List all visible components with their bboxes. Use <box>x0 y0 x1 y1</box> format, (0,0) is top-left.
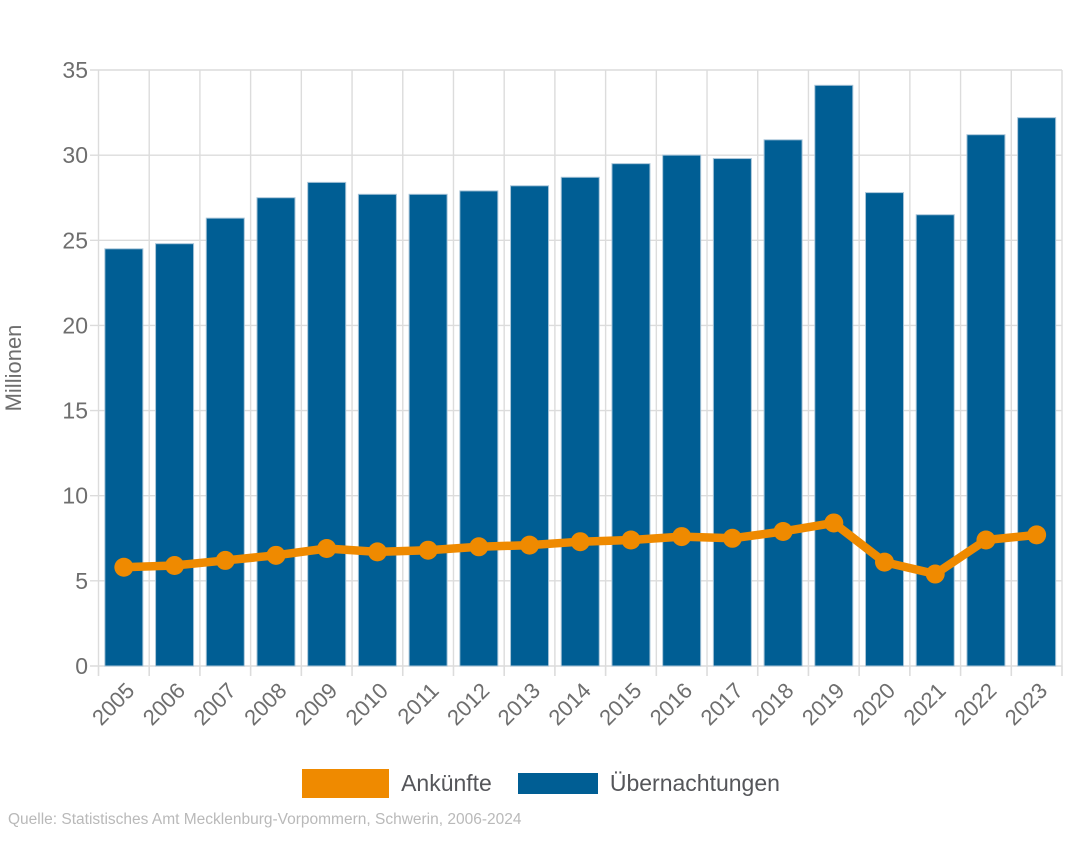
line-point-2013 <box>520 535 540 555</box>
x-tick-label-2022: 2022 <box>949 678 1001 730</box>
line-point-2015 <box>621 530 641 550</box>
bar-2012 <box>459 190 499 667</box>
legend-label-ankuenfte: Ankünfte <box>401 769 492 796</box>
bar-2018 <box>763 139 803 667</box>
bar-2016 <box>662 154 702 667</box>
x-tick-label-2013: 2013 <box>493 678 545 730</box>
line-point-2007 <box>215 550 235 570</box>
x-tick-label-2020: 2020 <box>848 678 900 730</box>
line-point-2010 <box>367 542 387 562</box>
x-tick-label-2015: 2015 <box>594 678 646 730</box>
bar-2006 <box>155 243 195 667</box>
bar-2022 <box>966 134 1006 667</box>
bar-2019 <box>814 84 854 667</box>
legend-label-uebernachtungen: Übernachtungen <box>609 769 780 796</box>
line-point-2017 <box>722 528 742 548</box>
line-point-2011 <box>418 540 438 560</box>
y-tick-label-35: 35 <box>62 57 88 83</box>
y-tick-label-5: 5 <box>75 568 88 594</box>
chart-legend: Ankünfte Übernachtungen <box>0 767 1082 799</box>
bar-2020 <box>865 192 905 667</box>
line-point-2019 <box>824 513 844 533</box>
y-tick-label-10: 10 <box>62 483 88 509</box>
y-tick-label-25: 25 <box>62 227 88 253</box>
x-tick-label-2018: 2018 <box>746 678 798 730</box>
legend-item-ankuenfte: Ankünfte <box>302 768 492 798</box>
x-tick-label-2014: 2014 <box>543 678 595 730</box>
line-point-2020 <box>875 552 895 572</box>
x-tick-label-2017: 2017 <box>696 678 748 730</box>
line-point-2012 <box>469 537 489 557</box>
ankuenfte-line-swatch <box>302 768 390 798</box>
line-point-2005 <box>114 557 134 577</box>
bar-2014 <box>560 176 600 667</box>
bar-2008 <box>256 197 296 667</box>
y-tick-label-20: 20 <box>62 312 88 338</box>
legend-item-uebernachtungen: Übernachtungen <box>517 769 780 796</box>
x-tick-label-2008: 2008 <box>239 678 291 730</box>
x-tick-label-2011: 2011 <box>393 678 444 729</box>
y-axis-title: Millionen <box>1 325 26 412</box>
line-point-2022 <box>976 530 996 550</box>
x-tick-label-2010: 2010 <box>341 678 393 730</box>
line-point-2008 <box>266 545 286 565</box>
bar-2023 <box>1017 117 1057 667</box>
bar-2015 <box>611 163 651 667</box>
x-tick-label-2023: 2023 <box>1000 678 1052 730</box>
bar-2007 <box>205 217 245 667</box>
x-tick-label-2009: 2009 <box>290 678 342 730</box>
line-point-2018 <box>773 521 793 541</box>
x-tick-label-2012: 2012 <box>442 678 494 730</box>
x-tick-label-2019: 2019 <box>797 678 849 730</box>
bar-2013 <box>510 185 550 667</box>
bar-2017 <box>712 158 752 667</box>
x-tick-label-2005: 2005 <box>87 678 139 730</box>
x-tick-label-2007: 2007 <box>189 678 241 730</box>
line-point-2014 <box>570 532 590 552</box>
line-point-2006 <box>165 556 185 576</box>
x-tick-label-2006: 2006 <box>138 678 190 730</box>
source-note: Quelle: Statistisches Amt Mecklenburg-Vo… <box>8 811 522 828</box>
bar-2011 <box>408 193 448 667</box>
bar-2021 <box>915 214 955 667</box>
line-point-2021 <box>925 564 945 584</box>
bar-2005 <box>104 248 144 667</box>
x-tick-label-2021: 2021 <box>898 678 950 730</box>
uebernachtungen-bar-swatch <box>517 772 598 794</box>
y-tick-label-15: 15 <box>62 398 88 424</box>
x-tick-label-2016: 2016 <box>645 678 697 730</box>
y-tick-label-0: 0 <box>75 653 88 679</box>
bar-2010 <box>357 193 397 667</box>
line-point-2009 <box>317 539 337 559</box>
line-point-2023 <box>1027 525 1047 545</box>
line-point-2016 <box>672 527 692 547</box>
bar-2009 <box>307 181 347 667</box>
y-tick-label-30: 30 <box>62 142 88 168</box>
